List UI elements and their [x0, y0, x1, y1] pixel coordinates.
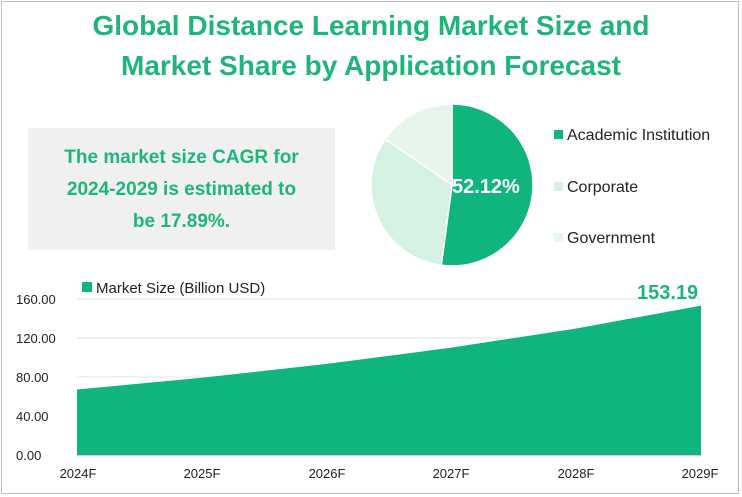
y-tick-label: 40.00: [16, 409, 49, 424]
legend-swatch-government: [554, 233, 563, 242]
area-series-market-size: [77, 305, 701, 455]
area-legend-swatch: [82, 282, 92, 292]
area-legend: Market Size (Billion USD): [82, 280, 265, 297]
legend-swatch-corporate: [554, 182, 563, 191]
legend-swatch-academic: [554, 130, 563, 139]
y-tick-label: 120.00: [16, 331, 56, 346]
pie-chart: [370, 103, 534, 267]
cagr-line-3: be 17.89%.: [132, 211, 231, 232]
y-tick-label: 80.00: [16, 370, 49, 385]
x-tick-label: 2025F: [183, 466, 221, 481]
legend-label-corporate: Corporate: [567, 179, 639, 196]
x-tick-label: 2026F: [308, 466, 346, 481]
x-tick-label: 2024F: [59, 466, 97, 481]
legend-item-government: Government: [554, 229, 655, 249]
legend-item-corporate: Corporate: [554, 178, 638, 198]
legend-label-academic: Academic Institution: [567, 127, 711, 144]
title-line-2: Market Share by Application Forecast: [121, 50, 621, 81]
legend-label-government: Government: [567, 230, 656, 247]
area-data-label-2029: 153.19: [637, 282, 699, 304]
y-tick-label: 160.00: [16, 292, 56, 307]
pie-data-label: 52.12%: [452, 176, 520, 198]
cagr-box: The market size CAGR for 2024-2029 is es…: [28, 128, 335, 250]
pie-slice-corporate: [370, 137, 453, 267]
x-tick-label: 2027F: [432, 466, 470, 481]
title-line-1: Global Distance Learning Market Size and: [92, 10, 650, 41]
legend-item-academic: Academic Institution: [554, 126, 710, 146]
pie-slice-government: [384, 103, 453, 187]
x-tick-label: 2029F: [681, 466, 719, 481]
area-legend-label: Market Size (Billion USD): [96, 280, 266, 297]
pie-slice-academic-institution: [440, 103, 534, 267]
cagr-line-1: The market size CAGR for: [64, 147, 299, 168]
cagr-line-2: 2024-2029 is estimated to: [66, 179, 297, 200]
chart-title: Global Distance Learning Market Size and…: [0, 6, 742, 86]
cagr-text: The market size CAGR for 2024-2029 is es…: [28, 142, 335, 238]
y-tick-label: 0.00: [16, 448, 42, 463]
x-tick-label: 2028F: [557, 466, 595, 481]
